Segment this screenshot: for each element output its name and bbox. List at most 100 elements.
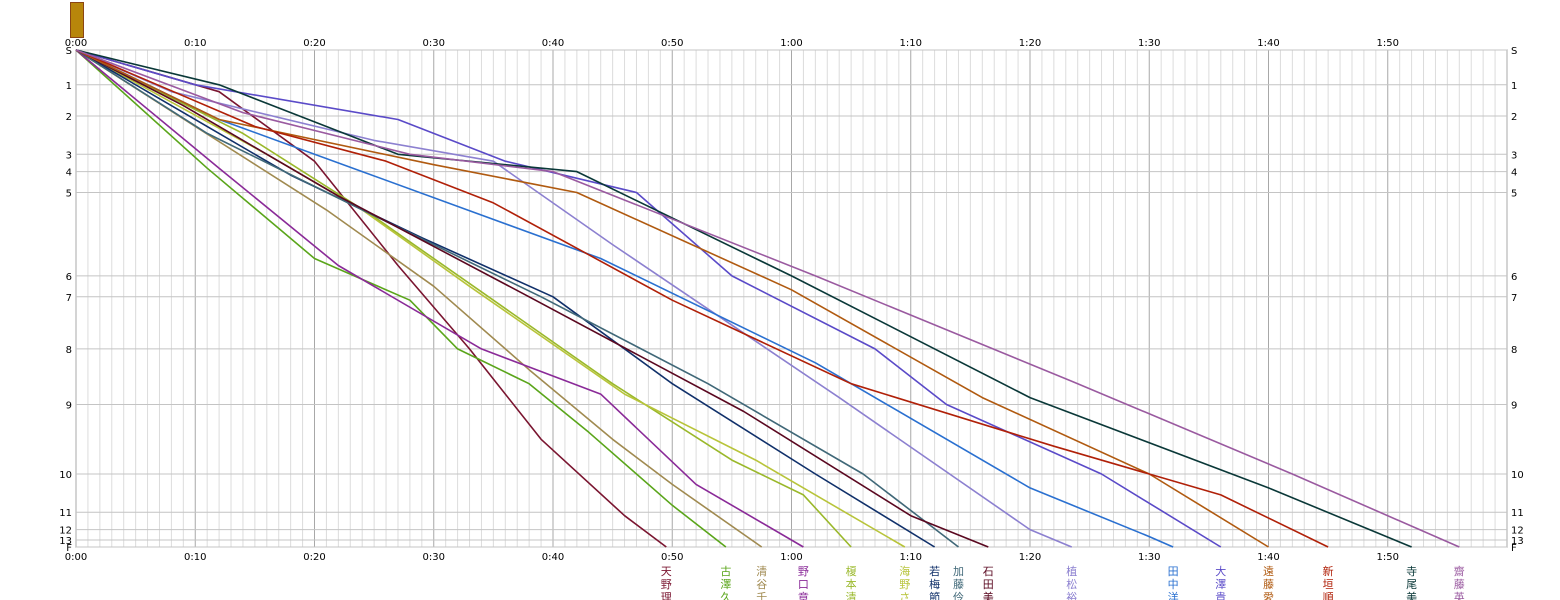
x-tick-label-top: 0:30 — [423, 38, 445, 49]
y-tick-label-right: 12 — [1511, 526, 1524, 537]
axes: 0:00 0:00 0:10 0:10 0:20 0:20 0:30 0:30 0:40 0:40… — [59, 38, 1523, 563]
x-tick-label-top: 1:20 — [1019, 38, 1041, 49]
x-tick-label-top: 0:10 — [184, 38, 206, 49]
y-tick-label-left: 7 — [66, 293, 72, 304]
series-line — [75, 49, 667, 548]
series-line — [75, 49, 1073, 548]
runner-name-char: 美 — [1406, 591, 1417, 600]
runner-name-char: 裕 — [1066, 591, 1077, 600]
x-tick-label-bottom: 0:00 — [65, 552, 87, 563]
runner-name-char: 千 — [756, 591, 767, 600]
x-tick-label-bottom: 1:00 — [780, 552, 802, 563]
y-tick-label-right: 4 — [1511, 168, 1517, 179]
runner-name-char: 海 — [899, 564, 910, 578]
runner-name-char: 澤 — [720, 578, 731, 591]
runner-name-char: 美 — [983, 591, 994, 600]
runner-name-char: 野 — [661, 578, 672, 591]
x-tick-label-top: 1:30 — [1138, 38, 1160, 49]
runner-name-char: 藤 — [1454, 578, 1465, 591]
corner-legend-swatch — [70, 2, 84, 38]
runner-name-char: 伶 — [953, 591, 964, 600]
x-tick-label-bottom: 0:50 — [661, 552, 683, 563]
y-tick-label-left: 10 — [59, 470, 72, 481]
runner-name-char: 寺 — [1406, 565, 1417, 578]
series-line — [75, 49, 1222, 548]
runner-name-char: 齋 — [1454, 564, 1465, 578]
y-tick-label-right: 9 — [1511, 401, 1517, 412]
y-tick-label-right: 2 — [1511, 112, 1517, 123]
runner-name-char: 口 — [798, 578, 809, 591]
runner-name-char: 洋 — [1168, 590, 1179, 600]
series-line — [75, 49, 1174, 548]
runner-name-char: 若 — [929, 565, 940, 578]
runner-name-char: 野 — [798, 565, 809, 578]
runner-name-char: 澤 — [1215, 578, 1226, 591]
series-line — [75, 49, 989, 548]
y-tick-label-right: S — [1511, 46, 1517, 57]
y-tick-label-left: 13 — [59, 536, 72, 547]
runner-name-char: 田 — [983, 578, 994, 591]
y-tick-label-left: 4 — [66, 168, 72, 179]
series-line — [75, 49, 804, 548]
x-tick-label-bottom: 0:10 — [184, 552, 206, 563]
runner-name-char: さ — [899, 591, 910, 600]
y-tick-label-left: F — [66, 543, 72, 554]
runner-name-char: 中 — [1168, 578, 1179, 591]
y-tick-label-right: 10 — [1511, 470, 1524, 481]
runner-name-char: 英 — [1454, 590, 1465, 600]
y-tick-label-left: 3 — [66, 150, 72, 161]
y-tick-label-left: 9 — [66, 401, 72, 412]
y-tick-label-left: 1 — [66, 81, 72, 92]
y-tick-label-left: 12 — [59, 526, 72, 537]
series-lines — [75, 49, 1460, 548]
runner-name-char: 藤 — [1263, 578, 1274, 591]
y-tick-label-left: 8 — [66, 345, 72, 356]
series-line — [75, 49, 1329, 548]
runner-name-char: 久 — [720, 591, 731, 600]
y-tick-label-right: 3 — [1511, 150, 1517, 161]
runner-name-char: 植 — [1066, 564, 1077, 578]
x-tick-label-bottom: 1:10 — [900, 552, 922, 563]
x-tick-label-bottom: 0:30 — [423, 552, 445, 563]
x-tick-label-top: 0:50 — [661, 38, 683, 49]
y-tick-label-left: 11 — [59, 508, 72, 519]
y-tick-label-right: 7 — [1511, 293, 1517, 304]
runner-name-char: 尾 — [1406, 578, 1417, 591]
runner-name-char: 加 — [953, 565, 964, 578]
x-tick-label-bottom: 1:50 — [1377, 552, 1399, 563]
runner-name-char: 松 — [1066, 577, 1077, 591]
x-tick-label-top: 1:40 — [1257, 38, 1279, 49]
x-tick-label-top: 0:20 — [303, 38, 325, 49]
runner-name-char: 清 — [846, 591, 857, 600]
runner-name-char: 石 — [983, 565, 994, 578]
runner-name-char: 遠 — [1263, 565, 1274, 578]
y-tick-label-right: F — [1511, 543, 1517, 554]
x-tick-label-bottom: 1:30 — [1138, 552, 1160, 563]
runner-name-char: 順 — [1323, 591, 1334, 600]
x-tick-label-bottom: 0:20 — [303, 552, 325, 563]
y-tick-label-left: 6 — [66, 272, 72, 283]
runner-name-char: 本 — [846, 577, 857, 591]
y-tick-label-right: 6 — [1511, 272, 1517, 283]
x-tick-label-top: 0:40 — [542, 38, 564, 49]
runner-name-char: 榎 — [846, 564, 857, 578]
series-line — [75, 49, 959, 548]
y-tick-label-right: 11 — [1511, 508, 1524, 519]
x-tick-label-bottom: 1:20 — [1019, 552, 1041, 563]
runner-name-char: 谷 — [756, 578, 767, 591]
x-tick-label-bottom: 0:40 — [542, 552, 564, 563]
runner-name-char: 梅 — [929, 577, 940, 591]
runner-name-char: 貴 — [1215, 590, 1226, 600]
runner-name-char: 理 — [661, 591, 672, 600]
runner-name-char: 章 — [798, 590, 809, 600]
x-tick-label-bottom: 1:40 — [1257, 552, 1279, 563]
y-tick-label-right: 13 — [1511, 536, 1524, 547]
x-tick-label-top: 1:50 — [1377, 38, 1399, 49]
x-tick-label-top: 0:00 — [65, 38, 87, 49]
series-line — [75, 49, 763, 548]
runner-name-char: 古 — [720, 565, 731, 578]
runner-name-labels: 天野理古澤久清谷千野口章榎本清海野さ若梅節加藤伶石田美植松裕田中洋大澤貴遠藤愛新… — [661, 564, 1465, 600]
runner-name-char: 大 — [1215, 564, 1226, 578]
y-tick-label-right: 5 — [1511, 188, 1517, 199]
